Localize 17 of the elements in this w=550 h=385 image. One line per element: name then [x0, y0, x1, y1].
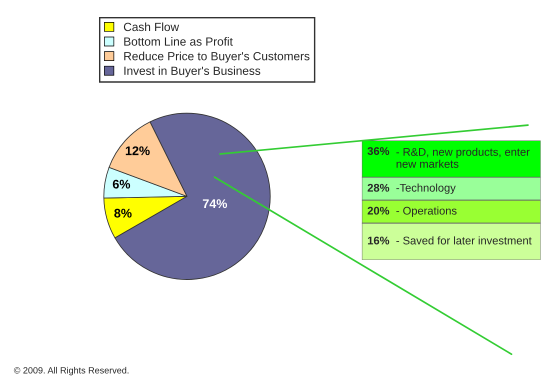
data-label: 74% [202, 199, 228, 208]
data-label: 8% [114, 208, 132, 218]
data-label: 12% [126, 146, 150, 156]
category-label: -Technology [396, 184, 456, 194]
category-label: - Operations [396, 206, 457, 217]
data-label: 36% [368, 147, 390, 155]
data-label: 28% [368, 184, 390, 192]
text: © 2009. All Rights Reserved. [14, 366, 128, 376]
category-label: - R&D, new products, enter new markets [396, 148, 530, 168]
data-label: 20% [368, 206, 390, 215]
legend-label: Cash Flow [124, 22, 180, 32]
legend-label: Invest in Buyer's Business [124, 66, 260, 78]
category-label: - Saved for later investment [396, 236, 532, 244]
legend-label: Bottom Line as Profit [124, 37, 233, 46]
data-label: 16% [368, 236, 390, 244]
legend-label: Reduce Price to Buyer's Customers [124, 52, 310, 63]
data-label: 6% [112, 180, 130, 189]
